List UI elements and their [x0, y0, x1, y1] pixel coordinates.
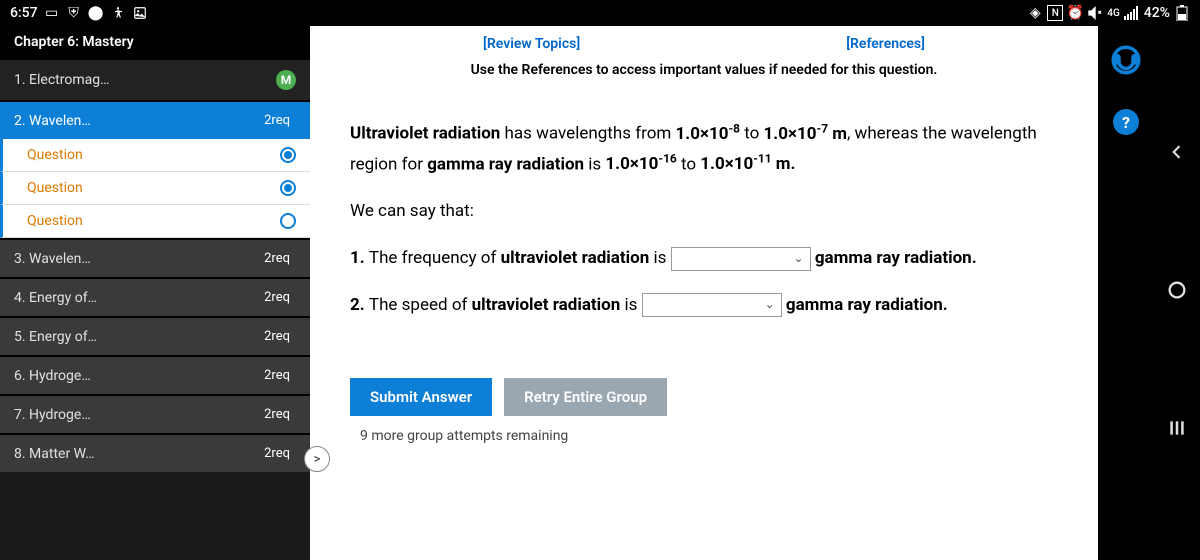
back-button[interactable]: [1167, 142, 1187, 168]
question-sub-1[interactable]: Question: [0, 139, 310, 172]
review-topics-link[interactable]: [Review Topics]: [483, 36, 580, 52]
section-label: 1. Electromag…: [14, 72, 109, 88]
section-3[interactable]: 3. Wavelen… 2req: [0, 238, 310, 277]
cast-icon: ◈: [1027, 5, 1043, 21]
section-1[interactable]: 1. Electromag… M: [0, 58, 310, 100]
chapter-title: Chapter 6: Mastery: [0, 26, 310, 58]
mute-icon: [1087, 5, 1103, 21]
battery-icon: [1174, 5, 1190, 21]
android-nav: [1154, 26, 1200, 560]
home-button[interactable]: [1166, 279, 1188, 307]
section-8[interactable]: 8. Matter W… 2req: [0, 433, 310, 472]
image-icon: [132, 5, 148, 21]
network-icon: 4G: [1107, 8, 1120, 19]
progress-dot-icon: [280, 180, 296, 196]
section-2[interactable]: 2. Wavelen… 2req: [0, 100, 310, 139]
collapse-sidebar-button[interactable]: >: [304, 446, 330, 472]
signal-icon: [1124, 5, 1140, 21]
help-icon[interactable]: ?: [1106, 102, 1146, 142]
req-badge: 2req: [258, 289, 296, 306]
section-label: 2. Wavelen…: [14, 113, 91, 129]
status-time: 6:57: [10, 5, 38, 21]
section-4[interactable]: 4. Energy of… 2req: [0, 277, 310, 316]
section-7[interactable]: 7. Hydroge… 2req: [0, 394, 310, 433]
section-label: 4. Energy of…: [14, 290, 97, 306]
prompt-text: We can say that:: [350, 197, 1058, 226]
progress-dot-icon: [280, 147, 296, 163]
section-label: 8. Matter W…: [14, 446, 95, 462]
question-label: Question: [27, 180, 83, 196]
section-label: 7. Hydroge…: [14, 407, 91, 423]
question-sub-2[interactable]: Question: [0, 172, 310, 205]
speed-dropdown[interactable]: [642, 293, 782, 317]
shield-icon: ⛨: [66, 5, 82, 21]
progress-dot-icon: [280, 213, 296, 229]
term-uv: Ultraviolet radiation: [350, 124, 500, 144]
status-bar: 6:57 ▭ ⛨ ⬤ ◈ N ⏰ 4G 42%: [0, 0, 1200, 26]
req-badge: 2req: [258, 328, 296, 345]
req-badge: 2req: [258, 112, 296, 129]
req-badge: 2req: [258, 250, 296, 267]
req-badge: 2req: [258, 367, 296, 384]
req-badge: 2req: [258, 406, 296, 423]
app-icon-1: ▭: [44, 5, 60, 21]
submit-button[interactable]: Submit Answer: [350, 378, 492, 416]
req-badge: 2req: [258, 445, 296, 462]
question-sub-3[interactable]: Question: [0, 205, 310, 238]
frequency-dropdown[interactable]: [671, 247, 811, 271]
right-rail: ?: [1098, 26, 1154, 560]
question-label: Question: [27, 147, 83, 163]
section-label: 6. Hydroge…: [14, 368, 91, 384]
sidebar: Chapter 6: Mastery 1. Electromag… M 2. W…: [0, 26, 310, 560]
term-gamma: gamma ray radiation: [427, 154, 584, 174]
section-label: 5. Energy of…: [14, 329, 97, 345]
section-label: 3. Wavelen…: [14, 251, 91, 267]
attempts-remaining: 9 more group attempts remaining: [310, 422, 1098, 450]
accessibility-icon: [110, 5, 126, 21]
support-icon[interactable]: [1106, 40, 1146, 80]
retry-button[interactable]: Retry Entire Group: [504, 378, 667, 416]
mastery-badge: M: [276, 70, 296, 90]
section-5[interactable]: 5. Energy of… 2req: [0, 316, 310, 355]
nfc-icon: N: [1047, 5, 1063, 21]
battery-text: 42%: [1144, 5, 1170, 21]
question-body: Ultraviolet radiation has wavelengths fr…: [310, 98, 1098, 358]
alarm-icon: ⏰: [1067, 5, 1083, 21]
app-icon-2: ⬤: [88, 5, 104, 21]
recents-button[interactable]: [1167, 418, 1187, 444]
instruction-text: Use the References to access important v…: [310, 58, 1098, 98]
section-6[interactable]: 6. Hydroge… 2req: [0, 355, 310, 394]
content-panel: [Review Topics] [References] Use the Ref…: [310, 26, 1098, 560]
question-label: Question: [27, 213, 83, 229]
references-link[interactable]: [References]: [846, 36, 925, 52]
